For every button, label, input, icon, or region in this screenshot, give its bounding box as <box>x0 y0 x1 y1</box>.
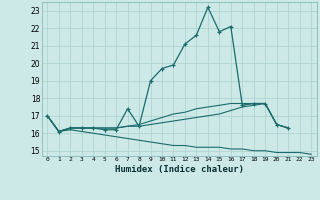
X-axis label: Humidex (Indice chaleur): Humidex (Indice chaleur) <box>115 165 244 174</box>
